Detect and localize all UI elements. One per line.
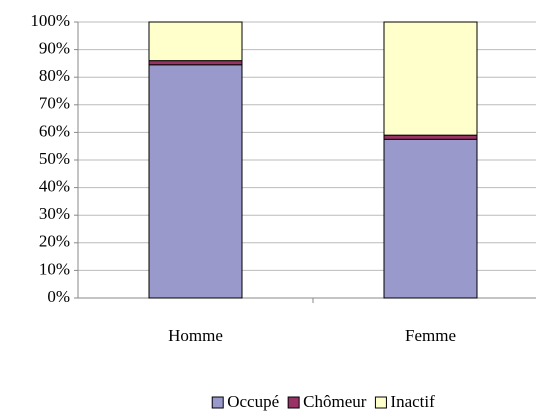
legend-swatch [287, 396, 300, 409]
bar-segment [383, 138, 478, 299]
y-tick-label: 30% [39, 204, 70, 223]
y-tick-label: 80% [39, 66, 70, 85]
legend-swatch [374, 396, 387, 409]
x-tick-label: Homme [168, 326, 223, 345]
y-tick-label: 50% [39, 149, 70, 168]
bar-segment [148, 60, 243, 66]
legend-label: Occupé [227, 392, 279, 411]
legend-label: Chômeur [303, 392, 367, 411]
y-tick-label: 40% [39, 177, 70, 196]
bar-segment [383, 134, 478, 140]
bar-segment [383, 21, 478, 136]
bar-segment [148, 64, 243, 299]
y-tick-label: 20% [39, 232, 70, 251]
bar-segment [148, 21, 243, 62]
legend-label: Inactif [390, 392, 435, 411]
legend-swatch [211, 396, 224, 409]
y-tick-label: 100% [30, 11, 70, 30]
y-tick-label: 70% [39, 94, 70, 113]
x-tick-label: Femme [405, 326, 456, 345]
y-tick-label: 10% [39, 259, 70, 278]
y-tick-label: 0% [47, 287, 70, 306]
y-tick-label: 60% [39, 121, 70, 140]
y-tick-label: 90% [39, 39, 70, 58]
